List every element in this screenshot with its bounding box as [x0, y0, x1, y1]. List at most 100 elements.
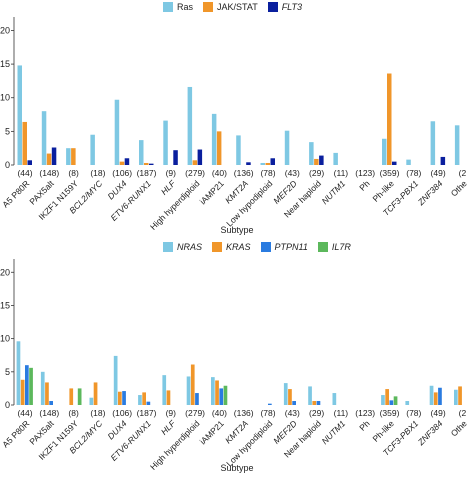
bar: [25, 365, 29, 405]
category-label: NUTM1: [320, 418, 348, 446]
bar: [93, 382, 98, 405]
y-tick-label: 20: [0, 25, 10, 35]
count-label: (44): [17, 408, 32, 418]
bar: [186, 376, 191, 405]
count-label: (136): [234, 408, 254, 418]
bar: [406, 159, 411, 165]
bar: [382, 138, 387, 165]
legend-swatch: [163, 242, 173, 252]
count-label: (123): [355, 168, 375, 178]
bar: [260, 162, 265, 165]
y-tick-label: 20: [0, 267, 10, 277]
panel-b: NRAS KRAS PTPN11 IL7R 0 5 10 15 20 (44) A5 P80R (1…: [0, 240, 474, 474]
count-label: (18): [90, 408, 105, 418]
bar: [190, 364, 195, 405]
bar: [236, 135, 241, 165]
legend-item: KRAS: [212, 242, 251, 252]
count-label: (148): [39, 408, 59, 418]
legend-item: PTPN11: [260, 242, 308, 252]
x-axis-title: Subtype: [220, 225, 253, 235]
bar: [211, 377, 215, 405]
bar: [309, 142, 314, 165]
category-label: iAMP21: [198, 418, 226, 446]
count-label: (11): [334, 168, 349, 178]
count-label: (187): [137, 408, 157, 418]
count-label: (9): [166, 168, 177, 178]
bar: [438, 387, 442, 405]
bar: [89, 397, 94, 405]
bar: [122, 391, 126, 405]
count-label: (49): [431, 408, 446, 418]
legend-swatch: [203, 2, 214, 12]
bar: [440, 156, 446, 165]
category-label: ZNF384: [415, 418, 445, 448]
count-label: (136): [234, 168, 254, 178]
legend-item: FLT3: [267, 2, 302, 12]
category-label: HLF: [159, 178, 178, 197]
bar: [430, 121, 436, 165]
category-label: Othe: [449, 418, 469, 438]
bar: [66, 148, 71, 165]
count-label: (2: [459, 168, 467, 178]
category-label: iAMP21: [198, 178, 226, 206]
bar: [195, 393, 199, 405]
count-label: (9): [166, 408, 177, 418]
count-label: (148): [39, 168, 59, 178]
bar: [166, 390, 171, 405]
bar: [246, 162, 251, 165]
legend-label: PTPN11: [274, 242, 308, 252]
legend-item: NRAS: [163, 242, 202, 252]
bar: [114, 99, 120, 165]
legend-swatch: [212, 242, 223, 252]
bar: [385, 389, 389, 405]
y-tick-label: 15: [0, 59, 10, 69]
bar: [77, 388, 82, 405]
bar: [113, 355, 118, 405]
legend-swatch: [260, 242, 271, 252]
bar: [454, 125, 460, 165]
bar: [17, 65, 22, 165]
bar: [40, 371, 45, 405]
bar: [268, 403, 272, 405]
bar: [393, 396, 398, 405]
bar: [124, 158, 130, 165]
legend-item: Ras: [163, 2, 193, 12]
legend-swatch: [267, 2, 278, 12]
count-label: (123): [355, 408, 375, 418]
category-label: A5 P80R: [0, 418, 31, 449]
count-label: (106): [112, 168, 132, 178]
count-label: (29): [309, 408, 324, 418]
count-label: (44): [17, 168, 32, 178]
bar: [69, 388, 74, 405]
count-label: (43): [285, 168, 300, 178]
bar: [163, 120, 168, 165]
y-tick-label: 15: [0, 300, 10, 310]
bar: [319, 155, 324, 165]
bar: [41, 111, 47, 165]
bar: [142, 392, 146, 405]
count-label: (11): [334, 408, 349, 418]
bar: [314, 158, 319, 165]
bar: [22, 121, 27, 165]
count-label: (78): [260, 408, 275, 418]
y-tick-label: 5: [5, 126, 10, 136]
legend-a: Ras JAK/STAT FLT3: [163, 2, 312, 12]
count-label: (8): [68, 168, 79, 178]
bar: [458, 386, 462, 405]
bar: [392, 161, 397, 165]
x-axis-title: Subtype: [220, 463, 253, 473]
bar: [49, 401, 53, 405]
legend-label: KRAS: [226, 242, 251, 252]
bar: [283, 383, 288, 405]
bar: [119, 161, 125, 165]
bar: [405, 401, 410, 405]
y-tick-label: 0: [5, 160, 10, 170]
bar: [20, 379, 25, 405]
count-label: (2: [459, 408, 467, 418]
count-label: (78): [260, 168, 275, 178]
count-label: (187): [137, 168, 157, 178]
bar: [46, 153, 52, 165]
legend-item: JAK/STAT: [203, 2, 258, 12]
bar: [288, 389, 292, 405]
